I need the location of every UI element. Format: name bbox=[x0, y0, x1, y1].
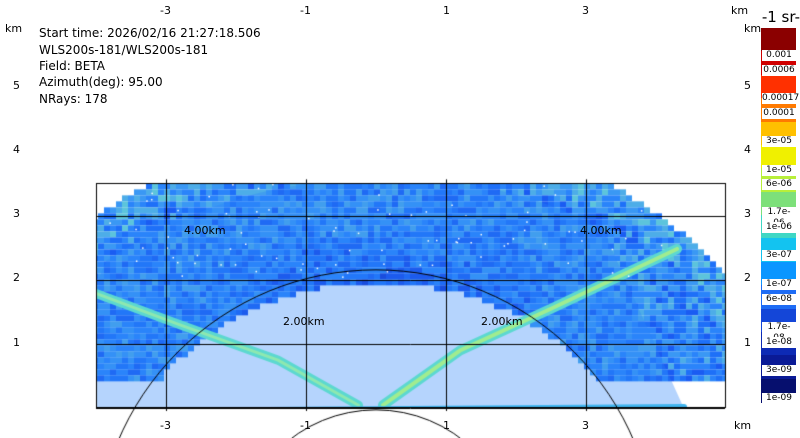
y-tick-right: 2 bbox=[744, 271, 751, 284]
range-ring-label-outer: 4.00km bbox=[184, 224, 226, 237]
colorbar-band bbox=[761, 74, 796, 99]
y-tick-left: 4 bbox=[13, 143, 20, 156]
x-tick-bottom: -3 bbox=[160, 419, 171, 432]
x-tick-top: 3 bbox=[582, 4, 589, 17]
colorbar-label: 1e-09 bbox=[762, 393, 796, 404]
colorbar-label: 3e-07 bbox=[762, 250, 796, 261]
colorbar-label: 1e-07 bbox=[762, 279, 796, 290]
y-unit-right: km bbox=[744, 22, 762, 35]
instrument-label: WLS200s-181/WLS200s-181 bbox=[37, 43, 211, 58]
colorbar-label: 6e-08 bbox=[762, 294, 796, 305]
x-tick-bottom: -1 bbox=[300, 419, 311, 432]
colorbar-label: 6e-06 bbox=[762, 179, 796, 190]
field-label: Field: BETA bbox=[37, 59, 107, 74]
colorbar-band bbox=[761, 28, 796, 52]
x-tick-top: -3 bbox=[160, 4, 171, 17]
range-ring-label-inner: 2.00km bbox=[283, 315, 325, 328]
y-unit-left: km bbox=[5, 22, 23, 35]
y-tick-right: 3 bbox=[744, 207, 751, 220]
nrays-label: NRays: 178 bbox=[37, 92, 110, 107]
azimuth-label: Azimuth(deg): 95.00 bbox=[37, 75, 165, 90]
y-tick-right: 5 bbox=[744, 79, 751, 92]
colorbar-label: 1e-06 bbox=[762, 222, 796, 233]
x-unit-bottom: km bbox=[734, 419, 752, 432]
x-tick-bottom: 1 bbox=[443, 419, 450, 432]
colorbar-label: 0.0001 bbox=[762, 108, 796, 119]
colorbar-label: 3e-09 bbox=[762, 365, 796, 376]
x-unit-top: km bbox=[731, 4, 749, 17]
colorbar-label: 0.001 bbox=[762, 50, 796, 61]
colorbar-band bbox=[761, 144, 796, 169]
y-tick-left: 1 bbox=[13, 336, 20, 349]
colorbar-unit-title: -1 sr- bbox=[761, 8, 800, 26]
colorbar-label: 3e-05 bbox=[762, 136, 796, 147]
y-tick-left: 3 bbox=[13, 207, 20, 220]
y-tick-left: 5 bbox=[13, 79, 20, 92]
x-tick-top: 1 bbox=[443, 4, 450, 17]
colorbar-label: 0.0006 bbox=[762, 65, 796, 76]
start-time-label: Start time: 2026/02/16 21:27:18.506 bbox=[37, 26, 263, 41]
x-tick-top: -1 bbox=[300, 4, 311, 17]
colorbar-label: 0.00017 bbox=[762, 93, 800, 104]
colorbar-label: 1e-08 bbox=[762, 337, 796, 348]
x-tick-bottom: 3 bbox=[582, 419, 589, 432]
y-tick-right: 4 bbox=[744, 143, 751, 156]
y-tick-left: 2 bbox=[13, 271, 20, 284]
y-tick-right: 1 bbox=[744, 336, 751, 349]
range-ring-label-outer: 4.00km bbox=[580, 224, 622, 237]
range-ring-label-inner: 2.00km bbox=[481, 315, 523, 328]
colorbar-label: 1e-05 bbox=[762, 165, 796, 176]
